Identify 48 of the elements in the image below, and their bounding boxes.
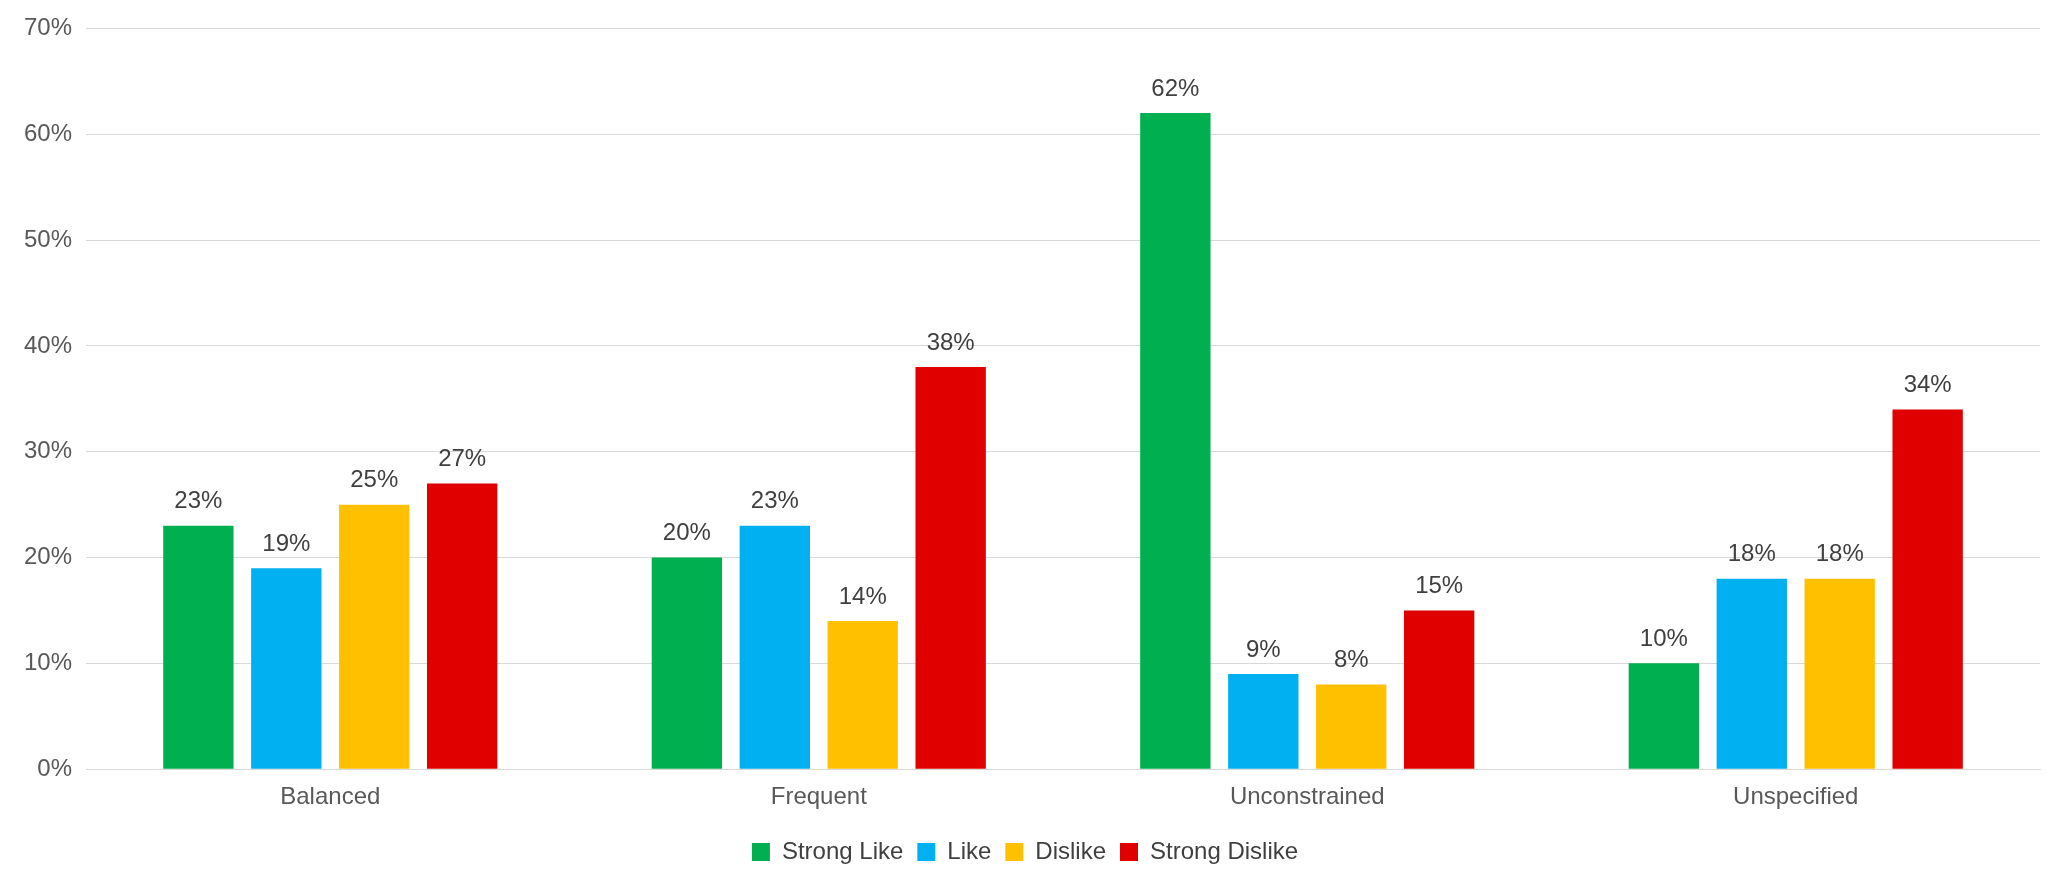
y-tick-label: 70% bbox=[23, 13, 73, 41]
data-label: 25% bbox=[350, 465, 399, 493]
bar bbox=[1804, 578, 1875, 769]
data-label: 10% bbox=[1639, 624, 1688, 651]
bar bbox=[1628, 663, 1700, 769]
data-label: 23% bbox=[174, 486, 223, 514]
bar bbox=[1716, 578, 1787, 769]
data-label: 14% bbox=[838, 581, 887, 609]
bar bbox=[1228, 673, 1299, 769]
x-tick-label: Unspecified bbox=[1733, 782, 1859, 810]
data-label: 18% bbox=[1727, 539, 1776, 567]
data-label: 15% bbox=[1415, 571, 1464, 599]
data-label: 27% bbox=[438, 444, 487, 472]
x-tick-label: Unconstrained bbox=[1229, 782, 1385, 810]
bar bbox=[427, 483, 498, 769]
legend-label: Strong Like bbox=[781, 836, 904, 864]
y-tick-label: 50% bbox=[23, 224, 73, 252]
data-label: 34% bbox=[1903, 370, 1952, 398]
bar bbox=[651, 557, 723, 769]
bar bbox=[915, 367, 986, 769]
bar bbox=[1140, 113, 1211, 769]
data-label: 62% bbox=[1151, 73, 1200, 101]
legend-label: Strong Dislike bbox=[1150, 836, 1299, 864]
bar bbox=[339, 504, 410, 769]
legend-label: Like bbox=[947, 836, 992, 864]
bar bbox=[163, 525, 234, 769]
y-tick-label: 60% bbox=[23, 118, 73, 146]
bar bbox=[827, 621, 898, 769]
data-label: 38% bbox=[926, 327, 975, 355]
bar bbox=[739, 525, 810, 769]
data-label: 8% bbox=[1333, 645, 1369, 673]
y-tick-label: 30% bbox=[23, 436, 73, 464]
data-label: 18% bbox=[1815, 539, 1864, 567]
bar bbox=[1892, 409, 1963, 769]
data-label: 9% bbox=[1245, 634, 1281, 662]
bar bbox=[1316, 684, 1387, 769]
y-tick-label: 10% bbox=[23, 648, 73, 675]
x-tick-label: Frequent bbox=[770, 782, 868, 810]
data-label: 20% bbox=[662, 518, 711, 546]
data-label: 19% bbox=[262, 528, 311, 556]
bar bbox=[251, 568, 322, 769]
y-tick-label: 20% bbox=[23, 542, 73, 570]
data-label: 23% bbox=[750, 486, 799, 514]
y-tick-label: 40% bbox=[23, 330, 73, 358]
y-tick-label: 0% bbox=[37, 753, 73, 781]
x-tick-label: Balanced bbox=[280, 782, 381, 810]
legend-label: Dislike bbox=[1035, 836, 1107, 864]
bar bbox=[1403, 610, 1475, 769]
